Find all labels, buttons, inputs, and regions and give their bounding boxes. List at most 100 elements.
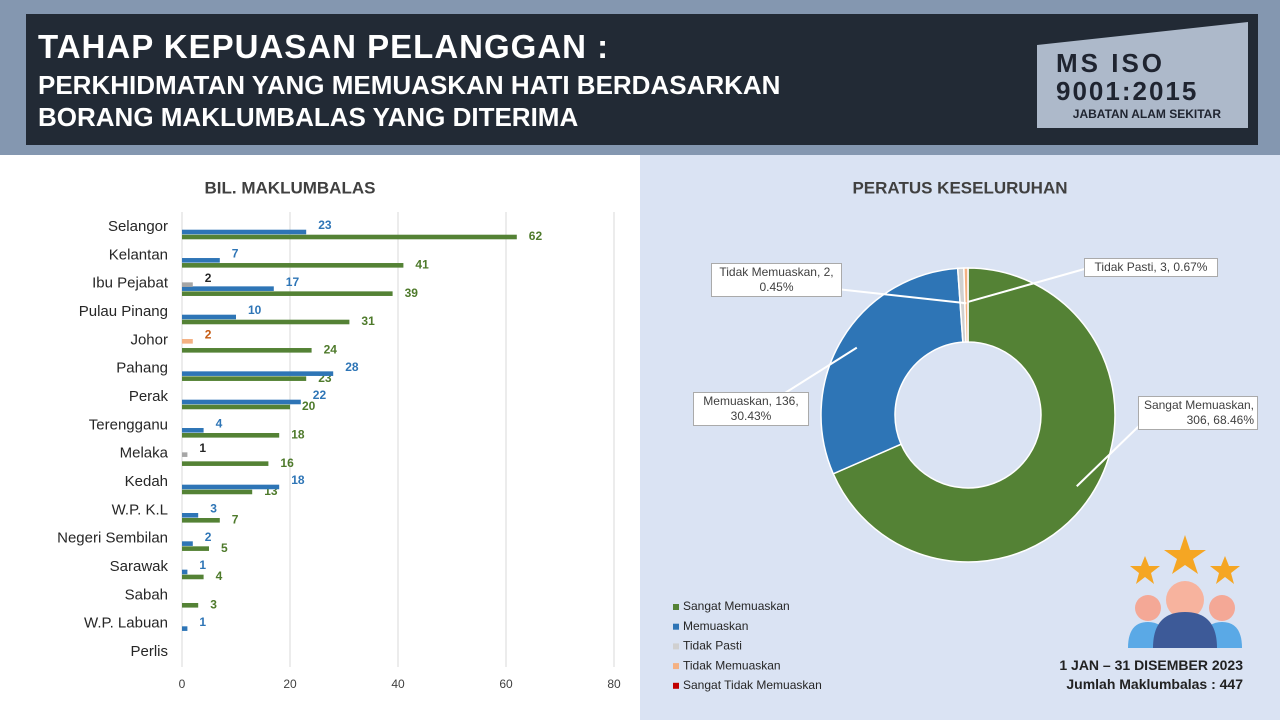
data-label: 23 [318, 218, 332, 232]
data-label: 4 [216, 416, 223, 430]
donut-slice [963, 267, 969, 343]
data-label: 62 [529, 229, 543, 243]
data-label: 24 [324, 342, 338, 356]
data-label: 1 [199, 615, 206, 629]
data-label: 31 [361, 314, 375, 328]
x-tick-label: 0 [179, 677, 186, 691]
legend-swatch [673, 682, 679, 689]
bar [182, 404, 290, 410]
total: Jumlah Maklumbalas : 447 [1066, 676, 1243, 692]
y-tick-label: Perlis [130, 643, 168, 660]
data-label: Tidak Pasti, 3, 0.67% [1084, 258, 1218, 277]
chart-title: BIL. MAKLUMBALAS [205, 178, 376, 197]
y-tick-label: Pulau Pinang [79, 303, 168, 320]
x-tick-label: 40 [391, 677, 405, 691]
y-tick-label: Kedah [125, 473, 168, 490]
y-tick-label: Perak [129, 388, 169, 405]
bar [182, 371, 334, 376]
bar [182, 569, 188, 575]
bar [182, 319, 350, 325]
x-tick-label: 20 [283, 677, 297, 691]
bar [182, 489, 253, 495]
data-label: 22 [313, 388, 327, 402]
data-label: Tidak Memuaskan, 2, 0.45% [711, 263, 842, 297]
badge [1037, 22, 1248, 128]
bar [182, 513, 199, 518]
subtitle: BORANG MAKLUMBALAS YANG DITERIMA [38, 102, 579, 132]
bar [182, 263, 404, 268]
bar [182, 291, 393, 296]
bar [182, 626, 188, 631]
y-tick-label: W.P. K.L [112, 501, 168, 518]
callout-line [784, 346, 858, 394]
bar [182, 229, 307, 235]
legend-label: Tidak Memuaskan [683, 658, 781, 672]
data-label: 18 [291, 473, 305, 487]
data-label: 18 [291, 427, 305, 441]
y-tick-label: Sabah [125, 586, 168, 603]
bar [182, 541, 193, 546]
x-tick-label: 80 [607, 677, 621, 691]
donut-slice [820, 267, 964, 475]
y-tick-label: Selangor [108, 218, 168, 235]
bar [182, 452, 188, 457]
illustration [1128, 535, 1242, 648]
data-label: 2 [205, 530, 212, 544]
y-tick-label: Terengganu [89, 416, 168, 433]
bar [182, 376, 307, 381]
bar [182, 348, 312, 353]
data-label: 2 [205, 271, 212, 285]
left-panel [0, 155, 640, 720]
bar [182, 399, 301, 405]
badge-org: JABATAN ALAM SEKITAR [1073, 107, 1222, 121]
y-tick-label: Kelantan [109, 246, 168, 263]
data-label: 4 [216, 569, 223, 583]
bar [182, 602, 199, 608]
y-tick-label: Negeri Sembilan [57, 530, 168, 547]
bar [182, 258, 220, 263]
y-tick-label: Johor [130, 331, 168, 348]
bar [182, 286, 274, 291]
callout-line [1076, 424, 1141, 487]
data-label: 28 [345, 360, 359, 374]
data-label: 3 [210, 501, 217, 515]
data-label: 7 [232, 247, 239, 261]
bar [182, 314, 236, 320]
bar [182, 546, 209, 551]
legend-swatch [673, 643, 679, 650]
y-tick-label: Sarawak [110, 558, 169, 575]
data-label: 1 [199, 558, 206, 572]
chart-title: PERATUS KESELURUHAN [852, 178, 1067, 197]
legend-label: Sangat Tidak Memuaskan [683, 678, 822, 692]
legend-swatch [673, 623, 679, 630]
legend-label: Memuaskan [683, 619, 748, 633]
data-label: 1 [199, 441, 206, 455]
data-label: Memuaskan, 136, 30.43% [693, 392, 809, 426]
y-tick-label: Pahang [116, 360, 168, 377]
data-label: 5 [221, 541, 228, 555]
badge-text: MS ISO [1056, 48, 1165, 78]
legend-label: Sangat Memuaskan [683, 599, 790, 613]
data-label: 39 [405, 286, 419, 300]
badge-text: 9001:2015 [1056, 76, 1198, 106]
y-tick-label: Ibu Pejabat [92, 275, 169, 292]
legend-swatch [673, 604, 679, 610]
y-tick-label: W.P. Labuan [84, 615, 168, 632]
subtitle: PERKHIDMATAN YANG MEMUASKAN HATI BERDASA… [38, 70, 781, 100]
data-label: 3 [210, 597, 217, 611]
bar [182, 574, 204, 580]
bar [182, 282, 193, 287]
bar [182, 461, 269, 466]
data-label: 17 [286, 275, 300, 289]
bar [182, 484, 280, 490]
legend-label: Tidak Pasti [683, 639, 742, 653]
data-label: Sangat Memuaskan, 306, 68.46% [1138, 396, 1258, 430]
x-tick-label: 60 [499, 677, 513, 691]
data-label: 10 [248, 303, 262, 317]
data-label: 16 [280, 456, 294, 470]
y-tick-label: Melaka [120, 445, 169, 462]
data-label: 7 [232, 512, 239, 526]
bar [182, 339, 193, 344]
